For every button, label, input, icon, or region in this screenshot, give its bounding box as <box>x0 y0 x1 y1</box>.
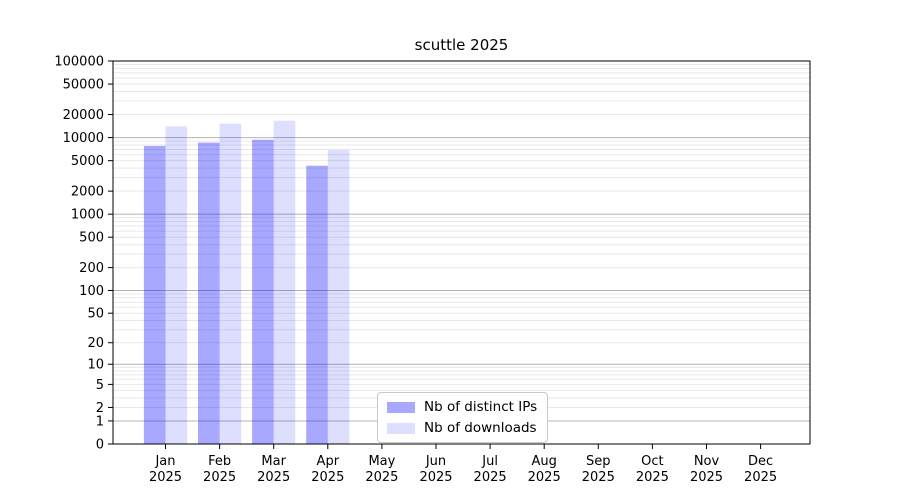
x-tick-label-year: 2025 <box>744 470 777 485</box>
y-tick-label: 5000 <box>71 154 104 169</box>
plot-border <box>112 60 811 445</box>
x-tick-label-month: Jul <box>481 454 498 469</box>
bar-series1-jan <box>165 126 188 445</box>
x-tick-label-year: 2025 <box>636 470 669 485</box>
y-tick-label: 10 <box>87 358 104 373</box>
x-tick-label-year: 2025 <box>311 470 344 485</box>
bar-series0-mar <box>252 139 274 444</box>
y-tick-label: 0 <box>96 438 104 453</box>
x-tick-label-year: 2025 <box>257 470 290 485</box>
y-tick-label: 100000 <box>54 55 104 70</box>
x-tick-label-month: Feb <box>208 454 231 469</box>
x-tick-label-month: Nov <box>694 454 720 469</box>
bar-series1-feb <box>219 123 242 444</box>
y-tick-label: 50000 <box>63 78 104 93</box>
legend-label-distinct-ips: Nb of distinct IPs <box>424 399 538 415</box>
x-tick-label-month: Oct <box>641 454 663 469</box>
bar-series0-apr <box>306 165 328 444</box>
x-tick-label-month: Mar <box>261 454 286 469</box>
x-tick-label-month: May <box>368 454 395 469</box>
y-tick-label: 1 <box>96 414 104 429</box>
x-tick-label-month: Aug <box>532 454 557 469</box>
y-tick-label: 2000 <box>71 185 104 200</box>
x-tick-label-year: 2025 <box>474 470 507 485</box>
x-tick-label-month: Sep <box>586 454 611 469</box>
legend-label-downloads: Nb of downloads <box>424 420 537 436</box>
y-tick-label: 10000 <box>63 131 104 146</box>
y-tick-label: 5 <box>96 378 104 393</box>
x-tick-label-year: 2025 <box>365 470 398 485</box>
y-tick-label: 1000 <box>71 208 104 223</box>
y-tick-label: 20 <box>87 336 104 351</box>
x-tick-label-year: 2025 <box>203 470 236 485</box>
chart-title: scuttle 2025 <box>414 36 509 54</box>
x-tick-label-year: 2025 <box>690 470 723 485</box>
y-tick-label: 100 <box>79 284 104 299</box>
x-tick-label-month: Jan <box>154 454 175 469</box>
bar-series1-apr <box>327 149 350 444</box>
bar-series0-jan <box>143 145 166 444</box>
y-tick-label: 50 <box>87 307 104 322</box>
legend-swatch-distinct-ips <box>387 401 415 413</box>
legend-item-downloads: Nb of downloads <box>387 419 537 437</box>
x-tick-label-month: Jun <box>425 454 446 469</box>
y-tick-label: 500 <box>79 231 104 246</box>
bar-series1-mar <box>273 120 296 444</box>
x-tick-label-month: Apr <box>317 454 340 469</box>
legend: Nb of distinct IPs Nb of downloads <box>377 392 549 443</box>
x-tick-label-year: 2025 <box>528 470 561 485</box>
y-tick-label: 200 <box>79 261 104 276</box>
x-tick-label-year: 2025 <box>419 470 452 485</box>
legend-swatch-downloads <box>387 422 415 434</box>
legend-item-distinct-ips: Nb of distinct IPs <box>387 398 537 416</box>
x-tick-label-year: 2025 <box>149 470 182 485</box>
x-tick-label-year: 2025 <box>582 470 615 485</box>
x-tick-label-month: Dec <box>748 454 773 469</box>
y-tick-label: 2 <box>96 401 104 416</box>
bar-series0-feb <box>198 142 220 444</box>
y-tick-label: 20000 <box>63 108 104 123</box>
